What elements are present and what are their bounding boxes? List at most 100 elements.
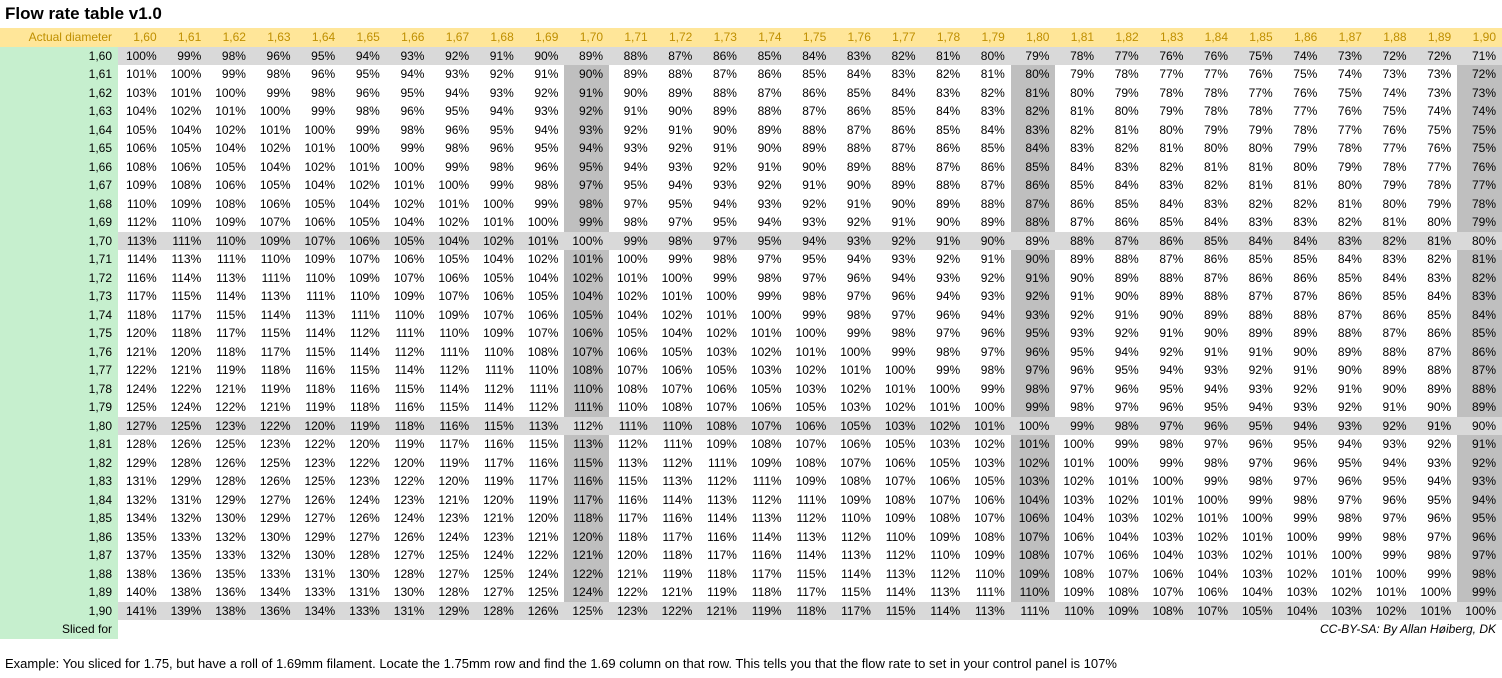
flow-rate-cell: 111% [653,435,699,454]
flow-rate-cell: 114% [430,379,476,398]
flow-rate-cell: 98% [832,305,877,324]
flow-rate-cell: 90% [1144,305,1190,324]
flow-rate-cell: 136% [162,564,208,583]
flow-rate-cell: 88% [653,65,699,84]
flow-rate-cell: 125% [519,583,565,602]
flow-rate-cell: 106% [653,361,699,380]
flow-rate-cell: 92% [609,120,654,139]
flow-rate-cell: 99% [162,46,208,65]
flow-rate-cell: 110% [296,268,342,287]
flow-rate-cell: 79% [1323,157,1368,176]
flow-rate-cell: 94% [742,213,788,232]
flow-rate-cell: 95% [519,139,565,158]
flow-rate-cell: 112% [385,342,431,361]
flow-rate-cell: 106% [251,194,297,213]
flow-rate-cell: 81% [1323,194,1368,213]
table-row: 1,85 134% 132% 130% 129% 127% 126% 124% 123% 121%… [0,509,1502,528]
row-header: 1,81 [0,435,118,454]
flow-rate-cell: 93% [1278,398,1324,417]
flow-rate-cell: 82% [921,65,967,84]
flow-rate-cell: 88% [832,139,877,158]
flow-rate-cell: 111% [519,379,565,398]
flow-rate-cell: 94% [564,139,610,158]
flow-rate-cell: 97% [1189,435,1235,454]
flow-rate-cell: 100% [1367,564,1413,583]
flow-rate-cell: 98% [251,65,297,84]
flow-rate-cell: 97% [1234,453,1279,472]
flow-rate-cell: 96% [1100,379,1145,398]
flow-rate-cell: 91% [609,102,654,121]
flow-rate-cell: 111% [742,472,788,491]
row-header: 1,74 [0,305,118,324]
row-header: 1,78 [0,379,118,398]
flow-rate-cell: 100% [118,46,163,65]
flow-rate-cell: 104% [1010,490,1056,509]
flow-rate-cell: 108% [118,157,163,176]
flow-rate-cell: 117% [832,601,877,620]
flow-rate-cell: 100% [385,157,431,176]
flow-rate-cell: 124% [341,490,386,509]
flow-rate-cell: 94% [921,287,967,306]
flow-rate-cell: 133% [207,546,252,565]
flow-rate-cell: 109% [296,250,342,269]
flow-rate-cell: 93% [966,287,1011,306]
flow-rate-cell: 92% [966,268,1011,287]
flow-rate-cell: 110% [966,564,1011,583]
flow-rate-cell: 90% [1457,416,1502,435]
flow-rate-cell: 91% [1100,305,1145,324]
flow-rate-cell: 73% [1323,46,1368,65]
flow-rate-cell: 75% [1412,120,1458,139]
flow-rate-cell: 101% [921,398,967,417]
flow-rate-cell: 118% [653,546,699,565]
row-header: 1,63 [0,102,118,121]
column-header: 1,79 [966,28,1011,47]
flow-rate-cell: 96% [876,287,922,306]
row-header: 1,60 [0,46,118,65]
flow-rate-cell: 115% [787,564,833,583]
flow-rate-cell: 100% [1234,509,1279,528]
flow-rate-cell: 89% [698,102,743,121]
row-header: 1,79 [0,398,118,417]
row-header: 1,61 [0,65,118,84]
flow-rate-cell: 98% [564,194,610,213]
flow-rate-cell: 132% [251,546,297,565]
flow-rate-cell: 93% [742,194,788,213]
table-row: 1,77 122% 121% 119% 118% 116% 115% 114% 112% 111%… [0,361,1502,380]
flow-rate-cell: 114% [207,287,252,306]
flow-rate-cell: 75% [1367,102,1413,121]
table-row: 1,80 127% 125% 123% 122% 120% 119% 118% 116% 115%… [0,416,1502,435]
flow-rate-cell: 109% [832,490,877,509]
flow-rate-cell: 82% [1100,139,1145,158]
flow-rate-cell: 100% [653,268,699,287]
flow-rate-cell: 108% [653,398,699,417]
flow-rate-cell: 99% [609,231,654,250]
flow-rate-cell: 109% [698,435,743,454]
flow-rate-cell: 121% [475,509,520,528]
flow-rate-cell: 83% [1457,287,1502,306]
flow-rate-cell: 82% [1234,194,1279,213]
flow-rate-cell: 100% [1278,527,1324,546]
flow-rate-cell: 98% [519,176,565,195]
flow-rate-cell: 118% [341,398,386,417]
flow-rate-cell: 79% [1234,120,1279,139]
flow-rate-cell: 92% [653,139,699,158]
flow-rate-cell: 89% [1010,231,1056,250]
flow-rate-cell: 107% [742,416,788,435]
flow-rate-cell: 79% [1457,213,1502,232]
flow-rate-cell: 88% [1278,305,1324,324]
flow-rate-cell: 116% [341,379,386,398]
flow-rate-cell: 108% [787,453,833,472]
flow-rate-cell: 118% [787,601,833,620]
flow-rate-cell: 90% [1323,361,1368,380]
flow-rate-cell: 95% [385,83,431,102]
flow-rate-cell: 102% [251,139,297,158]
flow-rate-cell: 119% [742,601,788,620]
flow-rate-cell: 73% [1367,65,1413,84]
flow-rate-cell: 105% [118,120,163,139]
flow-rate-cell: 88% [1367,342,1413,361]
flow-rate-cell: 96% [385,102,431,121]
flow-rate-cell: 134% [251,583,297,602]
flow-rate-cell: 98% [921,342,967,361]
column-header: 1,81 [1055,28,1101,47]
flow-rate-cell: 89% [787,139,833,158]
